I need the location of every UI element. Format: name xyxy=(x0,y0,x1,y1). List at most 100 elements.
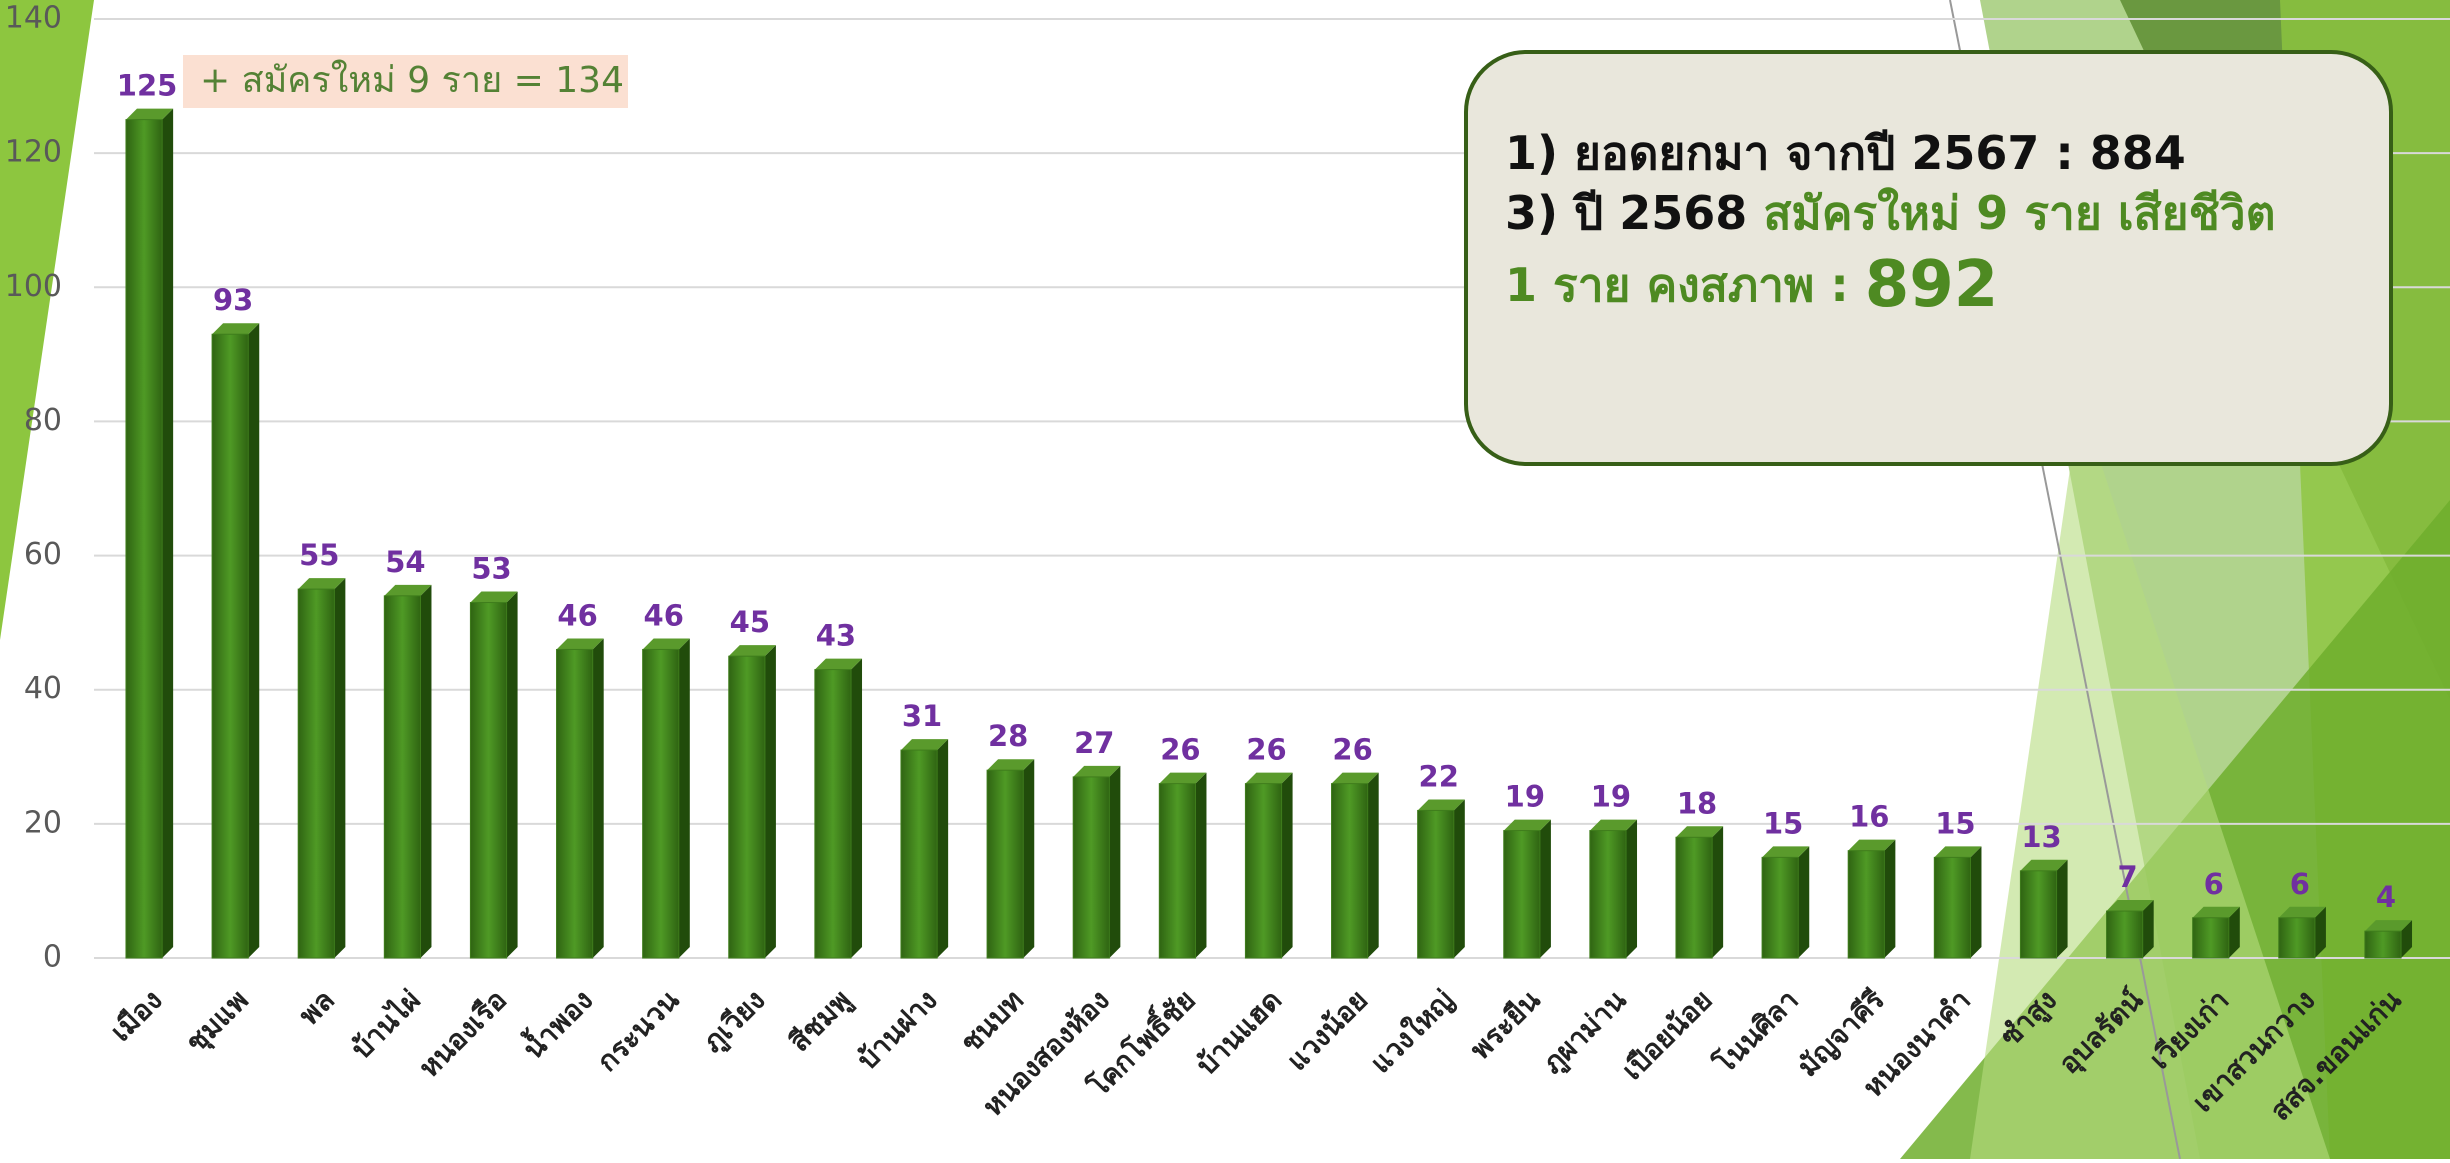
value-label: 55 xyxy=(299,538,339,572)
bar xyxy=(469,602,508,959)
value-label: 54 xyxy=(385,545,425,579)
info-box xyxy=(1464,50,2393,466)
x-tick-label: ชุมแพ xyxy=(179,983,255,1059)
bar xyxy=(900,749,938,959)
bar-side xyxy=(162,108,174,959)
value-label: 26 xyxy=(1332,733,1372,767)
bar xyxy=(125,119,163,959)
x-tick-label: พระยืน xyxy=(1464,983,1547,1066)
x-tick-label: เปือยน้อย xyxy=(1615,983,1718,1086)
x-tick-label: ภูเวียง xyxy=(696,983,772,1059)
bar-top xyxy=(212,323,260,335)
bar-side xyxy=(1626,819,1638,958)
info-text: สมัครใหม่ 9 ราย เสียชีวิต xyxy=(1763,186,2275,240)
bar-side xyxy=(1884,839,1896,958)
bar xyxy=(297,588,335,959)
bar-top xyxy=(1245,772,1293,784)
bar-side xyxy=(1798,846,1810,958)
bar xyxy=(383,595,421,959)
bar-side xyxy=(248,323,260,958)
bar xyxy=(1331,783,1369,959)
bar-side xyxy=(2056,859,2068,958)
bar-top xyxy=(814,658,863,670)
bar xyxy=(1847,850,1885,959)
bar-side xyxy=(764,645,776,958)
value-label: 46 xyxy=(557,598,597,632)
bar xyxy=(1072,776,1110,959)
info-line: 1) ยอดยกมา จากปี 2567 : 884 xyxy=(1505,126,2186,180)
info-text: 3) ปี 2568 xyxy=(1505,186,1763,240)
bar-side xyxy=(420,584,432,958)
bar-top xyxy=(1762,846,1810,858)
info-line: 1 ราย คงสภาพ : 892 xyxy=(1505,248,1998,322)
bar-side xyxy=(1367,772,1379,958)
value-label: 28 xyxy=(988,719,1028,753)
x-tick-label: หนองเรือ xyxy=(412,983,513,1084)
bar-top xyxy=(556,638,604,650)
bar xyxy=(728,655,766,959)
info-line: 3) ปี 2568 สมัครใหม่ 9 ราย เสียชีวิต xyxy=(1505,186,2276,240)
value-label: 18 xyxy=(1677,786,1717,820)
bar-top xyxy=(1417,799,1465,811)
info-text: 1 ราย คงสภาพ : xyxy=(1505,258,1865,312)
bar xyxy=(1675,836,1713,959)
y-tick-label: 140 xyxy=(5,1,62,36)
bar-side xyxy=(2401,920,2413,958)
x-tick-label: กระนวน xyxy=(591,983,686,1078)
bar xyxy=(1933,856,1971,959)
value-label: 15 xyxy=(1763,806,1803,840)
y-tick-label: 60 xyxy=(24,537,62,572)
bar-top xyxy=(1589,819,1638,831)
bar xyxy=(1503,830,1541,959)
bar-side xyxy=(1970,846,1982,958)
value-label: 125 xyxy=(117,69,178,103)
bar xyxy=(1417,809,1455,959)
value-label: 4 xyxy=(2376,880,2396,914)
bar-top xyxy=(470,591,518,603)
bar-top xyxy=(2278,906,2326,918)
value-label: 27 xyxy=(1074,726,1114,760)
bar-side xyxy=(2228,906,2240,958)
bar-side xyxy=(2142,900,2154,958)
bar-top xyxy=(1331,772,1379,784)
value-label: 46 xyxy=(644,598,684,632)
bar-top xyxy=(1159,772,1207,784)
bar-top xyxy=(900,739,949,751)
bar-side xyxy=(1109,765,1121,958)
bar-top xyxy=(1934,846,1982,858)
bar xyxy=(986,769,1024,959)
bar-side xyxy=(1195,772,1207,958)
bar-side xyxy=(1281,772,1293,958)
value-label: 53 xyxy=(471,552,511,586)
bar-side xyxy=(592,638,604,958)
bar xyxy=(2019,870,2058,959)
bar-top xyxy=(642,638,690,650)
bar xyxy=(1589,830,1627,959)
bar xyxy=(2192,917,2230,959)
bar-side xyxy=(937,739,949,958)
info-number: 892 xyxy=(1865,248,1999,322)
bar-top xyxy=(298,578,346,590)
value-label: 26 xyxy=(1246,733,1286,767)
bar xyxy=(814,669,852,959)
annotation-box xyxy=(183,55,628,108)
bar-side xyxy=(1453,799,1465,958)
value-label: 16 xyxy=(1849,800,1889,834)
bar xyxy=(2364,930,2402,959)
value-label: 22 xyxy=(1419,759,1459,793)
bar xyxy=(211,333,249,959)
x-tick-label: แวงใหญ่ xyxy=(1364,983,1460,1079)
bar-side xyxy=(334,578,346,958)
bar-top xyxy=(2192,906,2240,918)
bar xyxy=(1244,783,1283,959)
x-tick-label: เมือง xyxy=(104,983,169,1048)
x-tick-label: บ้านฝาง xyxy=(851,983,944,1076)
x-tick-label: บ้านไผ่ xyxy=(345,983,427,1065)
value-label: 6 xyxy=(2290,867,2310,901)
bar-top xyxy=(2364,920,2413,932)
value-label: 45 xyxy=(730,605,770,639)
value-label: 26 xyxy=(1160,733,1200,767)
y-tick-label: 100 xyxy=(5,269,62,304)
bar-top xyxy=(987,759,1035,771)
value-label: 19 xyxy=(1505,780,1545,814)
